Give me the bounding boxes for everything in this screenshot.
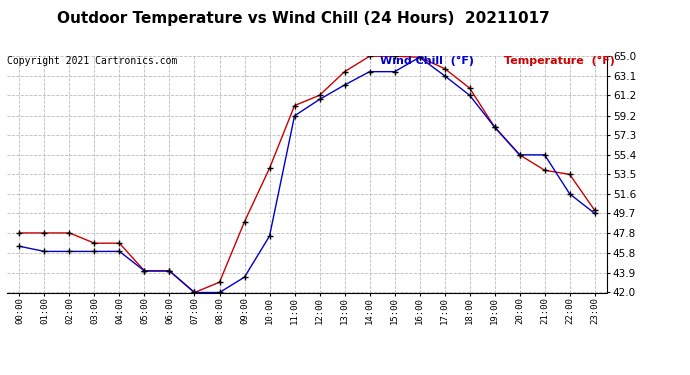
Text: Wind Chill  (°F): Wind Chill (°F) <box>380 56 473 66</box>
Text: Outdoor Temperature vs Wind Chill (24 Hours)  20211017: Outdoor Temperature vs Wind Chill (24 Ho… <box>57 11 550 26</box>
Text: Temperature  (°F): Temperature (°F) <box>504 56 615 66</box>
Text: Copyright 2021 Cartronics.com: Copyright 2021 Cartronics.com <box>7 56 177 66</box>
